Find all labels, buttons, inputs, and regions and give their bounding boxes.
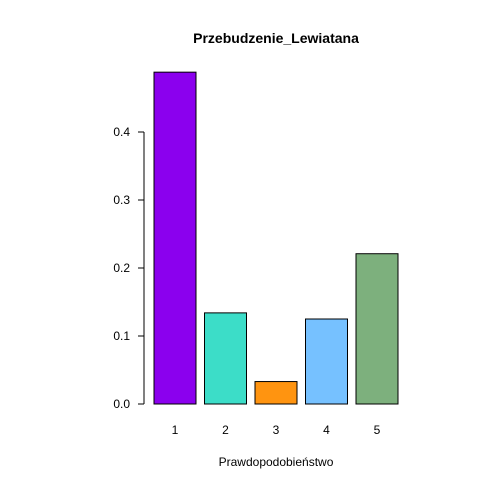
y-tick-label: 0.3 [113, 193, 130, 207]
x-axis-label: Prawdopodobieństwo [219, 455, 334, 469]
y-tick-label: 0.4 [113, 125, 130, 139]
x-tick-labels: 1 2 3 4 5 [172, 423, 381, 437]
x-tick-label: 1 [172, 423, 179, 437]
bars [153, 71, 399, 405]
bar-3 [254, 381, 298, 405]
y-axis: 0.0 0.1 0.2 0.3 0.4 [113, 125, 145, 411]
x-tick-label: 4 [323, 423, 330, 437]
chart-title: Przebudzenie_Lewiatana [193, 30, 359, 46]
bar-4 [305, 318, 348, 405]
x-tick-label: 3 [273, 423, 280, 437]
x-tick-label: 2 [222, 423, 229, 437]
y-tick-label: 0.1 [113, 329, 130, 343]
y-tick-label: 0.2 [113, 261, 130, 275]
bar-5 [355, 253, 399, 405]
bar-2 [204, 312, 247, 405]
bar-1 [153, 71, 197, 405]
x-tick-label: 5 [374, 423, 381, 437]
y-tick-label: 0.0 [113, 397, 130, 411]
